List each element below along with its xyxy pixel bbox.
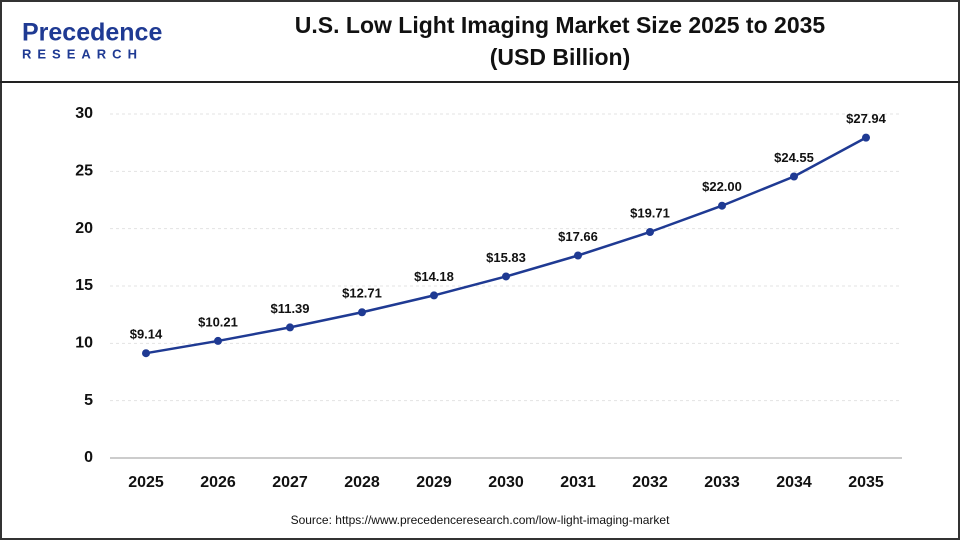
chart-title: U.S. Low Light Imaging Market Size 2025 … <box>295 12 826 38</box>
point <box>574 251 582 260</box>
point <box>286 323 294 332</box>
value-label: $14.18 <box>414 269 454 284</box>
point <box>358 308 366 317</box>
x-tick-label: 2026 <box>200 474 236 491</box>
x-tick-label: 2028 <box>344 474 380 491</box>
point <box>646 227 654 236</box>
y-tick-label: 25 <box>75 163 93 180</box>
value-label: $15.83 <box>486 250 526 265</box>
y-tick-label: 0 <box>84 449 93 466</box>
y-tick-label: 10 <box>75 335 93 352</box>
y-tick-label: 5 <box>84 392 93 409</box>
value-label: $24.55 <box>774 150 814 165</box>
source: Source: https://www.precedenceresearch.c… <box>291 513 670 527</box>
value-label: $19.71 <box>630 205 670 220</box>
point <box>430 291 438 300</box>
point <box>790 172 798 181</box>
point <box>862 133 870 142</box>
value-label: $27.94 <box>846 111 887 126</box>
value-label: $12.71 <box>342 286 382 301</box>
logo-tagline: RESEARCH <box>22 46 143 61</box>
x-tick-label: 2033 <box>704 474 740 491</box>
point <box>142 349 150 358</box>
point <box>718 201 726 210</box>
x-tick-label: 2025 <box>128 474 164 491</box>
y-tick-label: 15 <box>75 277 93 294</box>
y-tick-label: 30 <box>75 105 93 122</box>
value-label: $11.39 <box>270 301 309 316</box>
value-label: $22.00 <box>702 179 742 194</box>
value-label: $17.66 <box>558 229 598 244</box>
y-tick-label: 20 <box>75 220 93 237</box>
x-tick-label: 2027 <box>272 474 308 491</box>
x-tick-label: 2034 <box>776 474 812 491</box>
x-tick-label: 2032 <box>632 474 668 491</box>
value-label: $10.21 <box>198 314 238 329</box>
x-tick-label: 2035 <box>848 474 884 491</box>
value-label: $9.14 <box>130 327 163 342</box>
chart-subtitle: (USD Billion) <box>490 44 631 70</box>
point <box>502 272 510 281</box>
x-tick-label: 2029 <box>416 474 452 491</box>
x-tick-label: 2031 <box>560 474 596 491</box>
point <box>214 336 222 345</box>
logo-name: Precedence <box>22 19 162 47</box>
x-tick-label: 2030 <box>488 474 524 491</box>
